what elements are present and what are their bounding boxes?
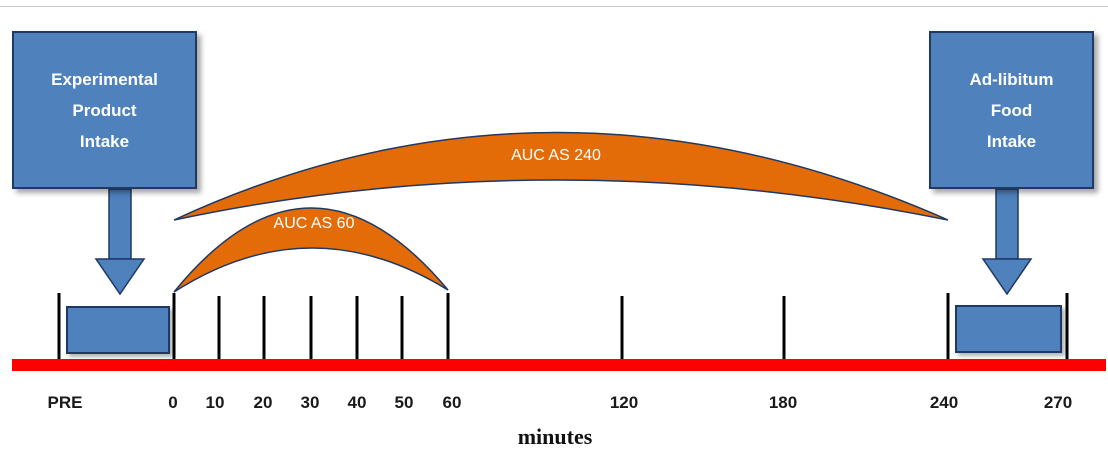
tick-label-270: 270: [1043, 393, 1073, 412]
arrow-down-right-icon: [981, 188, 1033, 296]
tick-label-10: 10: [205, 393, 225, 412]
top-border: [0, 6, 1108, 7]
tick-label-180: 180: [768, 393, 798, 412]
tick-label-50: 50: [394, 393, 414, 412]
arrow-down-left-icon: [94, 188, 146, 296]
box-right-line1: Ad-libitum: [969, 69, 1054, 89]
axis-title: minutes: [517, 424, 593, 449]
box-left-line3: Intake: [79, 131, 130, 151]
tick-label-120: 120: [609, 393, 639, 412]
box-left-line1: Experimental: [51, 69, 158, 89]
experimental-product-intake-box: Experimental Product Intake: [12, 31, 197, 189]
auc-240-label: AUC AS 240: [511, 147, 601, 164]
timeline-bar: [12, 359, 1106, 371]
box-left-line2: Product: [72, 100, 137, 120]
post-intake-period-rect: [955, 305, 1062, 353]
ad-libitum-food-intake-box: Ad-libitum Food Intake: [929, 31, 1094, 189]
box-right-line3: Intake: [986, 131, 1037, 151]
tick-label-60: 60: [442, 393, 462, 412]
pre-intake-period-rect: [66, 306, 170, 354]
auc-60-arc: [173, 207, 449, 293]
tick-label-0: 0: [168, 393, 178, 412]
tick-label-30: 30: [300, 393, 320, 412]
tick-label-240: 240: [929, 393, 959, 412]
box-right-line2: Food: [990, 100, 1033, 120]
auc-240-arc: [173, 131, 949, 221]
auc-60-label: AUC AS 60: [274, 215, 355, 232]
tick-label-20: 20: [253, 393, 273, 412]
tick-label-pre: PRE: [47, 393, 83, 412]
tick-label-40: 40: [347, 393, 367, 412]
